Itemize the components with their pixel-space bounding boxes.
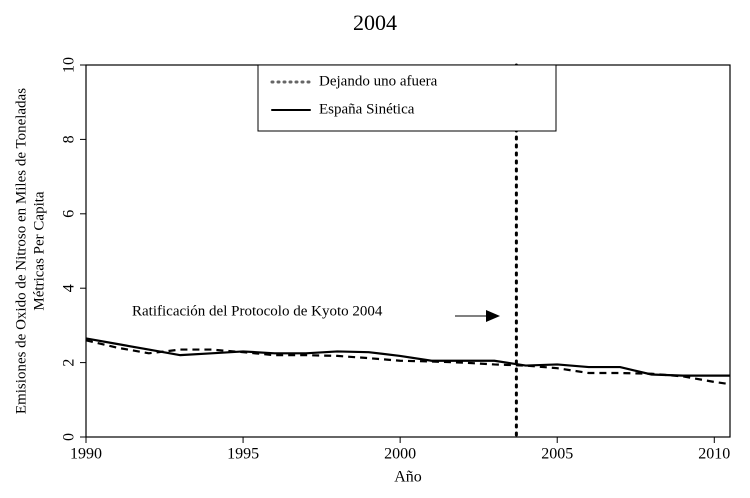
chart-title: 2004 [353, 10, 397, 35]
x-tick-label: 2010 [698, 446, 730, 463]
y-tick-label: 10 [61, 57, 78, 73]
x-tick-label: 2000 [384, 446, 416, 463]
x-tick-label: 1995 [227, 446, 259, 463]
y-tick-label: 6 [61, 210, 78, 218]
y-tick-label: 0 [61, 433, 78, 441]
legend-box [257, 64, 557, 132]
y-axis-label: Emisiones de Oxido de Nitroso en Miles d… [13, 88, 29, 414]
x-tick-label: 2005 [541, 446, 573, 463]
y-tick-label: 8 [61, 135, 78, 143]
x-axis-label: Año [394, 469, 422, 486]
legend-label: España Sinética [319, 101, 415, 117]
y-axis-label: Métricas Per Capita [31, 191, 47, 310]
annotation-arrowhead [486, 310, 500, 322]
y-tick-label: 2 [61, 359, 78, 367]
legend-label: Dejando uno afuera [319, 73, 438, 89]
y-tick-label: 4 [61, 284, 78, 292]
x-tick-label: 1990 [70, 446, 102, 463]
annotation: Ratificación del Protocolo de Kyoto 2004 [132, 303, 383, 319]
series-line [85, 337, 730, 377]
series-line [85, 339, 731, 386]
